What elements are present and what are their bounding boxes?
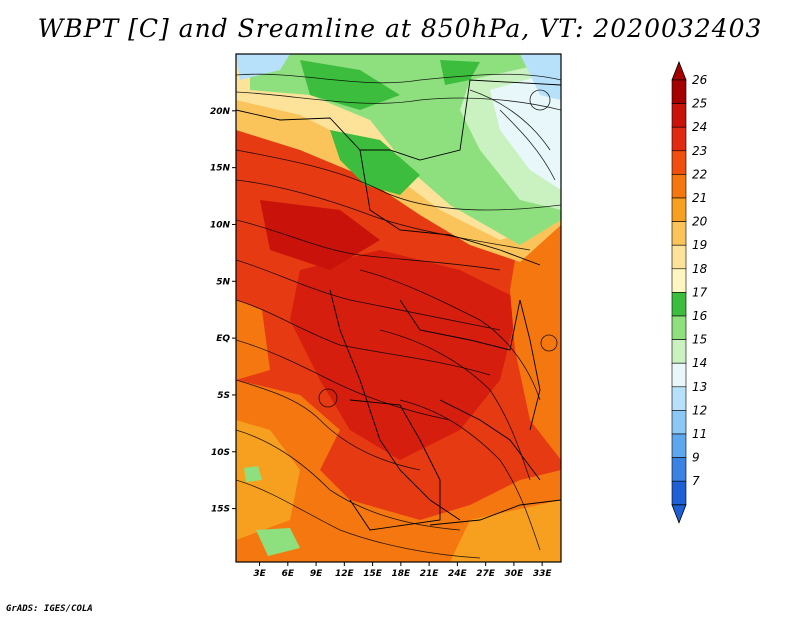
colorbar-swatch [671,79,687,104]
colorbar-label: 18 [692,262,708,276]
lon-label: 27E [476,569,496,579]
lon-label: 33E [533,569,553,579]
colorbar-label: 7 [692,474,700,488]
lat-label: 20N [210,107,231,117]
lon-label: 12E [335,569,355,579]
map-frame [235,53,562,563]
colorbar-label: 14 [692,356,707,370]
colorbar-label: 26 [692,73,708,87]
colorbar-label: 24 [692,120,707,134]
colorbar: 26 25 24 23 22 21 20 19 18 17 16 15 14 13 12 11 9 7 [671,60,708,524]
colorbar-label: 11 [692,427,707,441]
colorbar-label: 16 [692,309,708,323]
colorbar-label: 13 [692,380,707,394]
lat-label: 15S [211,505,230,515]
country-borders [236,79,561,531]
colorbar-swatch [671,244,687,270]
colorbar-swatch [671,339,687,364]
colorbar-swatch [671,221,687,246]
colorbar-label: 17 [692,285,708,299]
colorbar-swatch [671,457,687,482]
colorbar-swatch [671,386,687,411]
footer-credit: GrADS: IGES/COLA [6,604,93,614]
colorbar-swatch [671,315,687,340]
lon-label: 9E [310,569,323,579]
streamlines [236,73,561,559]
lat-label: 10S [211,448,230,458]
lon-label: 21E [420,569,440,579]
colorbar-swatch [671,150,687,175]
lon-label: 6E [282,569,295,579]
colorbar-label: 15 [692,333,707,347]
lon-label: 24E [448,569,468,579]
colorbar-top-arrow [671,60,687,81]
latitude-axis: 20N 15N 10N 5N EQ 5S 10S 15S [210,107,236,515]
lon-label: 18E [392,569,412,579]
colorbar-swatch [671,268,687,293]
lat-label: 15N [210,164,231,174]
lon-label: 3E [253,569,266,579]
lon-label: 30E [505,569,525,579]
colorbar-bottom-arrow [671,504,687,524]
lat-label: 5N [216,277,230,287]
chart-title: WBPT [C] and Sreamline at 850hPa, VT: 20… [37,14,763,43]
colorbar-swatch [671,410,687,435]
colorbar-swatch [671,480,687,506]
lat-label: EQ [216,334,230,344]
colorbar-label: 23 [692,144,707,158]
colorbar-label: 25 [692,97,707,111]
longitude-axis: 3E 6E 9E 12E 15E 18E 21E 24E 27E 30E 33E [253,562,552,579]
lat-label: 5S [217,391,230,401]
colorbar-swatch [671,126,687,152]
colorbar-label: 9 [692,451,700,465]
colorbar-swatch [671,197,687,222]
colorbar-label: 20 [692,215,708,229]
colorbar-swatch [671,103,687,128]
lon-label: 15E [363,569,383,579]
colorbar-swatch [671,433,687,458]
colorbar-swatch [671,362,687,388]
colorbar-swatch [671,174,687,199]
colorbar-label: 19 [692,238,707,252]
wbpt-field [236,54,561,562]
colorbar-label: 12 [692,403,707,417]
colorbar-label: 22 [692,167,707,181]
colorbar-label: 21 [692,191,707,205]
colorbar-swatch [671,292,687,317]
lat-label: 10N [210,220,231,230]
